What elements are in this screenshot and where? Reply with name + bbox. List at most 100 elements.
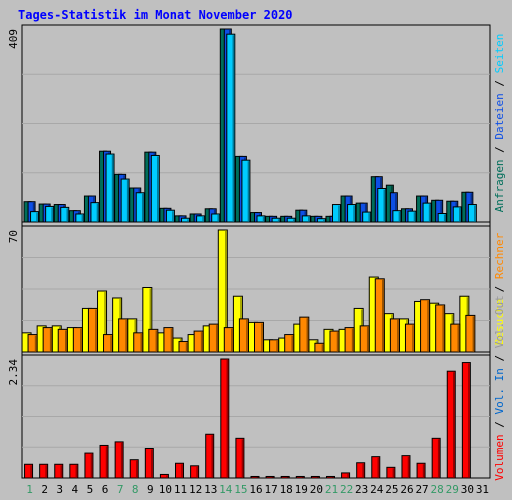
x-tick-label-day-20: 20: [310, 483, 323, 496]
bar-rechner-day-10: [163, 327, 174, 353]
legend-separator: /: [493, 279, 506, 299]
x-tick-label-day-21: 21: [325, 483, 338, 496]
bar-rechner-day-7: [118, 318, 129, 353]
legend-item-seiten: Seiten: [493, 34, 506, 74]
bar-rechner-day-25: [389, 318, 400, 353]
x-tick-label-day-5: 5: [87, 483, 94, 496]
legend-separator: /: [493, 73, 506, 93]
legend-item-besuche: Besuche: [493, 299, 506, 345]
bar-volumen-day-22: [341, 472, 351, 479]
bar-seiten-day-12: [196, 215, 206, 223]
y-max-label-bottom: 2.34: [7, 359, 20, 386]
chart-title: Tages-Statistik im Monat November 2020: [18, 8, 293, 22]
bar-rechner-day-1: [27, 334, 38, 353]
x-tick-label-day-10: 10: [159, 483, 172, 496]
bar-seiten-day-7: [120, 178, 130, 223]
legend-item-vol-out: Vol. Out: [493, 295, 506, 348]
bar-rechner-day-8: [133, 332, 144, 353]
bar-rechner-day-23: [359, 325, 370, 353]
bar-rechner-day-19: [299, 316, 310, 353]
bar-rechner-day-18: [284, 334, 295, 353]
bar-seiten-day-10: [165, 209, 175, 223]
bar-seiten-day-3: [60, 206, 70, 223]
bar-volumen-day-28: [431, 437, 441, 479]
x-tick-label-day-16: 16: [249, 483, 262, 496]
bar-volumen-day-9: [144, 448, 154, 479]
bar-rechner-day-22: [344, 327, 355, 353]
bar-rechner-day-17: [269, 339, 280, 353]
bar-volumen-day-13: [205, 433, 215, 479]
bar-seiten-day-8: [135, 192, 145, 223]
bar-volumen-day-4: [69, 463, 79, 479]
x-tick-label-day-3: 3: [56, 483, 63, 496]
bar-rechner-day-3: [57, 328, 68, 353]
legend-separator: /: [493, 348, 506, 368]
x-tick-label-day-19: 19: [295, 483, 308, 496]
y-max-label-top: 409: [7, 29, 20, 49]
bar-rechner-day-16: [254, 321, 264, 353]
bar-seiten-day-14: [226, 33, 236, 223]
plot-frame: [21, 24, 491, 479]
legend-group-1: Besuche / Rechner: [493, 232, 506, 345]
x-tick-label-day-12: 12: [189, 483, 202, 496]
bar-seiten-day-9: [150, 154, 160, 223]
bar-seiten-day-4: [75, 213, 85, 223]
bar-volumen-day-21: [325, 475, 335, 479]
x-tick-label-day-30: 30: [461, 483, 474, 496]
bar-volumen-day-29: [446, 370, 456, 479]
bar-volumen-day-23: [356, 462, 366, 479]
x-tick-label-day-31: 31: [476, 483, 489, 496]
bar-volumen-day-16: [250, 475, 260, 479]
bar-seiten-day-17: [271, 217, 281, 223]
bar-volumen-day-1: [24, 463, 34, 479]
x-tick-label-day-18: 18: [280, 483, 293, 496]
legend-group-2: Volumen / Vol. In / Vol. Out: [493, 295, 506, 480]
bar-seiten-day-18: [286, 217, 296, 223]
bar-volumen-day-25: [386, 466, 396, 479]
bar-volumen-day-17: [265, 475, 275, 479]
bar-seiten-day-1: [30, 211, 40, 223]
bar-volumen-day-8: [129, 459, 139, 479]
x-tick-label-day-23: 23: [355, 483, 368, 496]
bar-besuche-day-14: [217, 229, 228, 353]
bar-rechner-day-29: [450, 323, 461, 353]
bar-rechner-day-13: [208, 323, 219, 353]
bar-volumen-day-7: [114, 441, 124, 479]
legend-item-vol-in: Vol. In: [493, 368, 506, 414]
bar-rechner-day-30: [465, 314, 476, 353]
bar-seiten-day-28: [437, 213, 447, 223]
bar-seiten-day-27: [422, 202, 432, 223]
bar-seiten-day-24: [377, 187, 387, 223]
x-tick-label-day-7: 7: [117, 483, 124, 496]
x-tick-label-day-1: 1: [26, 483, 33, 496]
bar-seiten-day-2: [45, 205, 55, 223]
bar-seiten-day-30: [467, 204, 477, 223]
x-tick-label-day-14: 14: [219, 483, 233, 496]
bar-volumen-day-26: [401, 455, 411, 479]
bar-seiten-day-29: [452, 206, 462, 223]
x-tick-label-day-28: 28: [431, 483, 444, 496]
bar-volumen-day-19: [295, 475, 305, 479]
legend-item-dateien: Dateien: [493, 93, 506, 139]
bar-volumen-day-30: [461, 362, 471, 479]
bar-rechner-day-20: [314, 342, 325, 353]
bar-seiten-day-23: [362, 211, 372, 223]
bar-volumen-day-12: [190, 465, 200, 479]
x-tick-label-day-27: 27: [415, 483, 428, 496]
legend-separator: /: [493, 140, 506, 160]
bar-seiten-day-5: [90, 202, 100, 223]
legend-item-rechner: Rechner: [493, 232, 506, 279]
x-tick-label-day-13: 13: [204, 483, 217, 496]
bar-volumen-day-24: [371, 456, 381, 479]
bar-volumen-day-10: [159, 473, 169, 479]
bar-seiten-day-22: [347, 204, 357, 223]
bar-seiten-day-25: [392, 210, 402, 223]
legend-item-anfragen: Anfragen: [493, 159, 506, 212]
bar-seiten-day-11: [181, 217, 191, 223]
bar-rechner-day-21: [329, 330, 340, 353]
bar-seiten-day-13: [211, 213, 221, 223]
legend-item-volumen: Volumen: [493, 434, 506, 480]
bar-rechner-day-28: [435, 304, 446, 353]
bar-besuche-day-9: [142, 287, 153, 353]
